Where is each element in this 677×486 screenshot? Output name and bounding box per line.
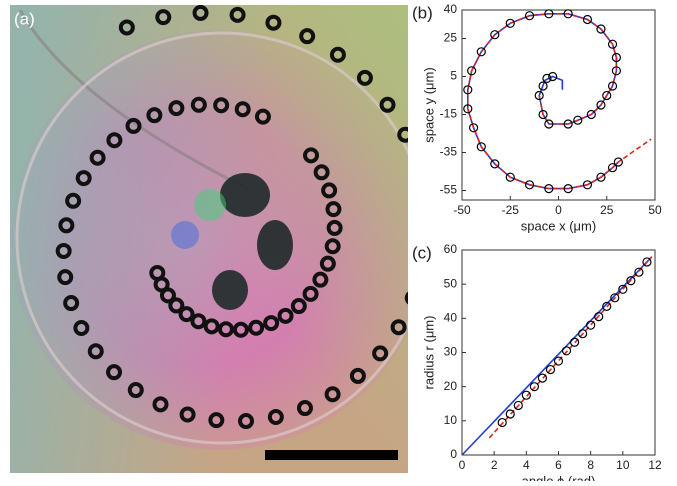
figure: (a) -50-2502550-55-35-1552540space x (μm… xyxy=(0,0,677,481)
y-tick-label: 20 xyxy=(444,379,458,393)
y-tick-label: 60 xyxy=(444,242,458,256)
ring-marker xyxy=(407,292,419,304)
x-axis-label: space x (μm) xyxy=(521,218,596,233)
x-tick-label: 0 xyxy=(555,203,562,217)
y-tick-label: 25 xyxy=(444,31,458,45)
y-tick-label: 0 xyxy=(450,447,457,461)
x-tick-label: 4 xyxy=(523,458,530,472)
x-tick-label: 0 xyxy=(459,458,466,472)
panel-label: (b) xyxy=(412,3,433,22)
y-tick-label: 40 xyxy=(444,2,458,16)
y-tick-label: -15 xyxy=(440,107,458,121)
y-tick-label: 5 xyxy=(450,69,457,83)
ring-marker xyxy=(420,228,432,240)
ring-marker xyxy=(419,194,431,206)
x-tick-label: 25 xyxy=(600,203,614,217)
y-tick-label: 10 xyxy=(444,413,458,427)
micrograph: (a) xyxy=(10,5,432,473)
y-axis-label: radius r (μm) xyxy=(421,316,436,390)
x-tick-label: 2 xyxy=(491,458,498,472)
y-tick-label: 50 xyxy=(444,276,458,290)
x-axis-label: angle ϕ (rad) xyxy=(522,473,596,481)
x-tick-label: -50 xyxy=(453,203,471,217)
y-tick-label: 30 xyxy=(444,345,458,359)
x-tick-label: 50 xyxy=(648,203,662,217)
x-tick-label: 8 xyxy=(587,458,594,472)
y-tick-label: -35 xyxy=(440,145,458,159)
y-tick-label: -55 xyxy=(440,183,458,197)
x-tick-label: 10 xyxy=(616,458,630,472)
panel-label: (a) xyxy=(14,9,35,28)
ring-marker xyxy=(412,161,424,173)
panel-label: (c) xyxy=(412,243,432,262)
x-tick-label: 12 xyxy=(648,458,662,472)
y-axis-label: space y (μm) xyxy=(421,67,436,142)
x-tick-label: 6 xyxy=(555,458,562,472)
y-tick-label: 40 xyxy=(444,311,458,325)
x-tick-label: -25 xyxy=(502,203,520,217)
